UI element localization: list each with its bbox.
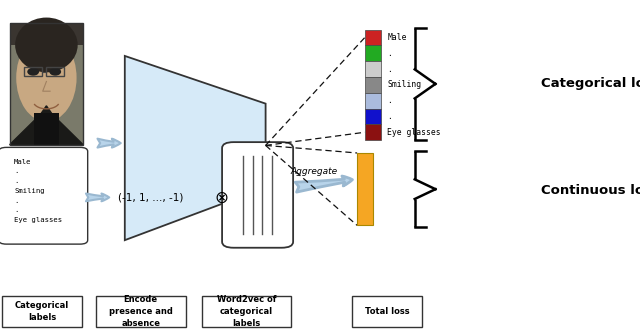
Text: Continuous loss: Continuous loss — [541, 184, 640, 197]
Polygon shape — [10, 106, 83, 145]
Text: $\otimes$: $\otimes$ — [214, 189, 228, 206]
Text: .: . — [387, 96, 392, 105]
Bar — [365, 124, 381, 140]
Ellipse shape — [28, 68, 39, 76]
Ellipse shape — [15, 17, 77, 72]
Bar — [365, 61, 381, 77]
Text: AWARDS: AWARDS — [36, 32, 57, 37]
Bar — [10, 23, 83, 145]
Bar — [365, 77, 381, 93]
FancyBboxPatch shape — [96, 296, 186, 327]
FancyBboxPatch shape — [2, 296, 82, 327]
Ellipse shape — [49, 68, 61, 76]
Text: Male: Male — [387, 33, 406, 42]
Bar — [365, 93, 381, 109]
Text: .: . — [387, 64, 392, 74]
Text: Aggregate: Aggregate — [290, 167, 337, 176]
Text: .: . — [387, 49, 392, 58]
Bar — [365, 109, 381, 124]
Text: Encode
presence and
absence: Encode presence and absence — [109, 295, 173, 328]
Text: Word2vec of
categorical
labels: Word2vec of categorical labels — [217, 295, 276, 328]
FancyBboxPatch shape — [352, 296, 422, 327]
Text: Categorical
labels: Categorical labels — [15, 301, 69, 322]
Text: (-1, 1, ..., -1): (-1, 1, ..., -1) — [118, 192, 184, 202]
Bar — [10, 23, 83, 45]
Text: Total loss: Total loss — [365, 307, 410, 316]
Bar — [357, 153, 373, 225]
Text: Male
.
.
Smiling
.
.
Eye glasses: Male . . Smiling . . Eye glasses — [14, 159, 62, 223]
Text: Eye glasses: Eye glasses — [387, 128, 441, 137]
Bar — [47, 67, 64, 76]
Text: Smiling: Smiling — [387, 80, 421, 89]
Bar — [24, 67, 42, 76]
FancyBboxPatch shape — [202, 296, 291, 327]
Text: .: . — [387, 112, 392, 121]
Bar — [365, 30, 381, 45]
Text: Categorical loss: Categorical loss — [541, 77, 640, 90]
FancyBboxPatch shape — [222, 142, 293, 248]
Bar — [34, 113, 59, 145]
FancyBboxPatch shape — [0, 147, 88, 244]
Bar — [10, 23, 83, 145]
Polygon shape — [125, 56, 266, 240]
Bar — [365, 45, 381, 61]
Ellipse shape — [16, 34, 77, 122]
